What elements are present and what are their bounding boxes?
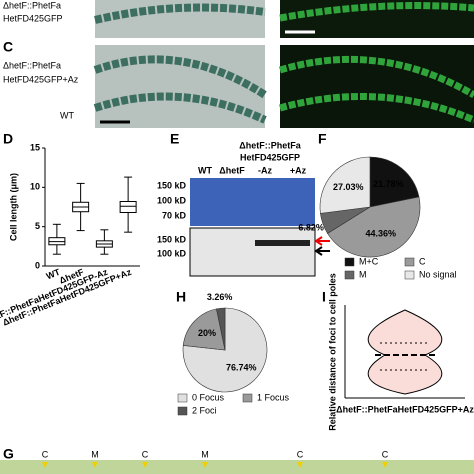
legend-swatch [344,270,355,280]
panel-letter: H [176,289,186,305]
slice [327,196,421,258]
y-tick-label: 0 [35,260,40,270]
marker-label: 100 kD [157,195,187,205]
axis-title: Cell length (μm) [8,173,18,241]
label: HetFD425GFP [240,152,300,162]
marker-label: 150 kD [157,180,187,190]
pointer [202,462,208,468]
slice [319,156,371,214]
label: HetFD425GFP [3,13,63,23]
arrow [314,236,330,246]
label: HetFD425GFP+Az [3,74,79,84]
panel-letter: I [322,289,326,305]
position-label: C [142,449,149,459]
label: ΔhetF::PhetFa [3,60,61,70]
marker-label: 100 kD [157,248,187,258]
filament [279,2,474,22]
violin [367,309,443,395]
legend-label: M+C [359,256,379,266]
blot [189,227,316,277]
lane-label: +Az [290,165,307,175]
filament [278,55,474,124]
position-label: M [91,449,99,459]
label: WT [60,110,74,120]
value-label: 6.82% [298,222,324,232]
slice [182,308,226,351]
value-label: 3.26% [207,292,233,302]
axis-title: ΔhetF::PhetFaHetFD425GFP+Az [336,404,474,414]
position-label: M [201,449,209,459]
pointer [92,462,98,468]
y-tick-label: 15 [30,142,40,152]
micrograph [0,460,474,474]
pointer [382,462,388,468]
lane-label: ΔhetF [219,165,245,175]
arrow [314,246,330,256]
value-label: 20% [198,328,216,338]
marker-label: 150 kD [157,234,187,244]
legend-swatch [242,393,253,403]
panel-letter: D [3,131,13,147]
legend-label: 1 Focus [257,392,290,402]
pointer [142,462,148,468]
label: ΔhetF::PhetFa [239,140,301,150]
y-tick-label: 10 [30,182,40,192]
legend-label: C [419,256,426,266]
axis-title: Relative distance of foci to cell poles [327,273,337,431]
legend-swatch [404,270,415,280]
slice [182,307,268,393]
panel-letter: C [3,39,13,55]
pointer [297,462,303,468]
marker-label: 70 kD [162,210,187,220]
fluorescence [280,45,474,128]
filament [94,3,266,24]
value-label: 21.78% [373,179,404,189]
band [255,240,310,246]
legend-label: 2 Foci [192,405,217,415]
legend-label: 0 Focus [192,392,225,402]
slice [369,156,420,208]
panel-letter: G [3,446,14,462]
pointer [42,462,48,468]
legend-swatch [344,257,355,267]
position-label: C [297,449,304,459]
panel-letter: E [170,131,179,147]
value-label: 76.74% [226,363,257,373]
y-tick-label: 5 [35,221,40,231]
lane-label: WT [198,165,212,175]
legend-label: M [359,269,367,279]
legend-swatch [177,393,188,403]
value-label: 44.36% [365,228,396,238]
label: ΔhetF::PhetFa [3,0,61,10]
lane-label: -Az [258,165,272,175]
box [119,200,137,214]
position-label: C [42,449,49,459]
position-label: C [382,449,389,459]
legend-swatch [404,257,415,267]
slice [216,307,226,351]
value-label: 27.03% [333,182,364,192]
gel [190,178,315,226]
legend-swatch [177,406,188,416]
panel-letter: F [318,131,327,147]
filament [93,55,268,124]
legend-label: No signal [419,269,457,279]
